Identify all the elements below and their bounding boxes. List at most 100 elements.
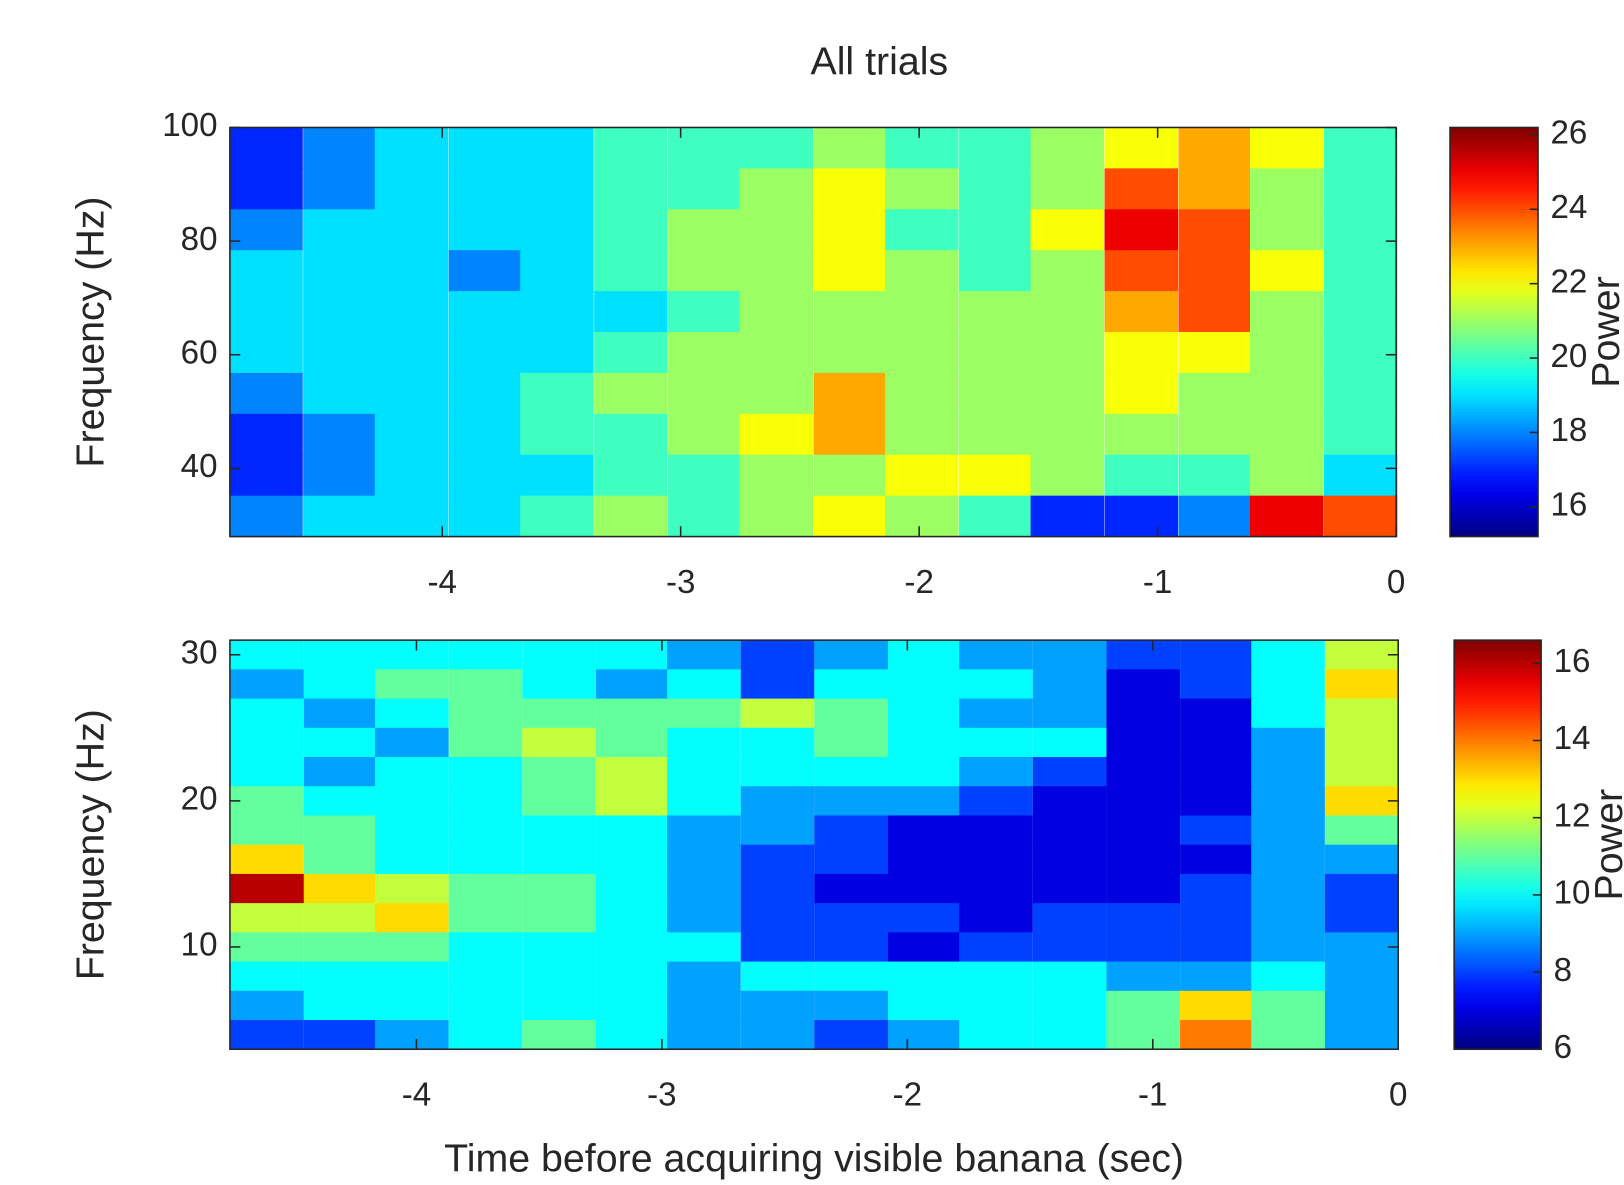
heatmap-cell [1249, 168, 1324, 210]
heatmap-cell [1030, 127, 1105, 169]
heatmap-cell [740, 727, 815, 758]
heatmap-cell [959, 127, 1033, 169]
heatmap-cell [739, 291, 814, 333]
heatmap-cell [1180, 844, 1254, 875]
heatmap-cell [885, 127, 959, 169]
heatmap-cell [959, 903, 1033, 933]
heatmap-cell [739, 454, 814, 497]
heatmap-cell [1030, 209, 1105, 251]
heatmap-cell [374, 413, 449, 456]
y-tick-label: 20 [181, 781, 218, 818]
heatmap-cell [1032, 844, 1107, 875]
heatmap-cell [814, 990, 889, 1021]
heatmap-cell [1249, 372, 1324, 415]
heatmap-cell [303, 815, 378, 846]
heatmap-cell [375, 844, 449, 875]
heatmap-cell [667, 903, 741, 933]
heatmap-cell [1106, 844, 1181, 875]
heatmap-cell [959, 698, 1033, 729]
heatmap-cell [522, 873, 596, 904]
heatmap-cell [522, 961, 596, 992]
heatmap-cell [1178, 332, 1252, 374]
heatmap-cell [1030, 168, 1105, 210]
heatmap-cell [375, 961, 449, 992]
heatmap-cell [594, 291, 668, 333]
heatmap-cell [229, 291, 303, 333]
heatmap-cell [303, 844, 378, 875]
heatmap-cell [959, 815, 1033, 846]
heatmap-cell [448, 1020, 523, 1050]
heatmap-cell [230, 640, 304, 670]
heatmap-cell [1251, 903, 1325, 933]
x-tick-label: -4 [402, 1077, 431, 1114]
heatmap-cell [1030, 372, 1105, 415]
heatmap-cell [959, 757, 1033, 787]
heatmap-cell [1249, 495, 1324, 538]
heatmap-cell [959, 250, 1033, 292]
heatmap-cell [959, 413, 1033, 456]
heatmap-cell [520, 372, 594, 415]
heatmap-cell [375, 1020, 449, 1050]
heatmap-cell [1251, 815, 1325, 846]
heatmap-cell [959, 332, 1033, 374]
heatmap-cell [668, 495, 742, 538]
heatmap-cell [1323, 332, 1398, 374]
heatmap-cell [1178, 291, 1252, 333]
heatmap-cell [1106, 669, 1181, 700]
heatmap-cell [448, 815, 523, 846]
heatmap-cell [229, 372, 303, 415]
heatmap-cell [520, 332, 594, 374]
heatmap-cell [814, 815, 889, 846]
colorbar-label: Power [1584, 276, 1624, 388]
heatmap-cell [1180, 961, 1254, 992]
colorbar-tick-label: 10 [1554, 875, 1591, 912]
heatmap-cell [522, 640, 596, 670]
heatmap-cell [375, 932, 449, 963]
heatmap-cell [1323, 127, 1398, 169]
heatmap-cell [1251, 727, 1325, 758]
heatmap-cell [230, 932, 304, 963]
heatmap-cell [740, 786, 815, 817]
heatmap-cell [668, 291, 742, 333]
heatmap-cell [1178, 495, 1252, 538]
heatmap-cell [230, 961, 304, 992]
heatmap-cell [448, 757, 523, 787]
heatmap-cell [667, 873, 741, 904]
heatmap-cell [813, 332, 888, 374]
heatmap-cell [1324, 727, 1399, 758]
heatmap-cell [667, 844, 741, 875]
heatmap-cell [1030, 250, 1105, 292]
heatmap-cell [375, 757, 449, 787]
heatmap-cell [303, 454, 377, 497]
heatmap-cell [814, 757, 889, 787]
heatmap-cell [1106, 961, 1181, 992]
heatmap-cell [740, 1020, 815, 1050]
heatmap-cell [1030, 332, 1105, 374]
x-tick-label: -1 [1138, 1077, 1167, 1114]
heatmap-cell [522, 727, 596, 758]
heatmap-cell [520, 413, 594, 456]
heatmap-cell [1180, 815, 1254, 846]
heatmap-cell [230, 873, 304, 904]
heatmap-cell [594, 250, 668, 292]
colorbar-tick-label: 8 [1554, 952, 1572, 989]
heatmap-cell [522, 1020, 596, 1050]
heatmap-cell [813, 495, 888, 538]
heatmap-cell [1104, 250, 1179, 292]
colorbar-tick-label: 6 [1554, 1029, 1572, 1066]
y-tick-label: 10 [181, 927, 218, 964]
heatmap-cell [888, 727, 962, 758]
heatmap-cell [1323, 495, 1398, 538]
heatmap-cell [230, 669, 304, 700]
heatmap-cell [888, 640, 962, 670]
heatmap-cell [888, 786, 962, 817]
heatmap-cell [594, 413, 668, 456]
heatmap-cell [229, 209, 303, 251]
heatmap-cell [959, 1020, 1033, 1050]
heatmap-cell [959, 844, 1033, 875]
heatmap-cell [1180, 727, 1254, 758]
x-tick-label: -3 [666, 564, 695, 601]
heatmap-cell [667, 669, 741, 700]
heatmap-cell [1180, 990, 1254, 1021]
x-tick-label: -2 [893, 1077, 922, 1114]
